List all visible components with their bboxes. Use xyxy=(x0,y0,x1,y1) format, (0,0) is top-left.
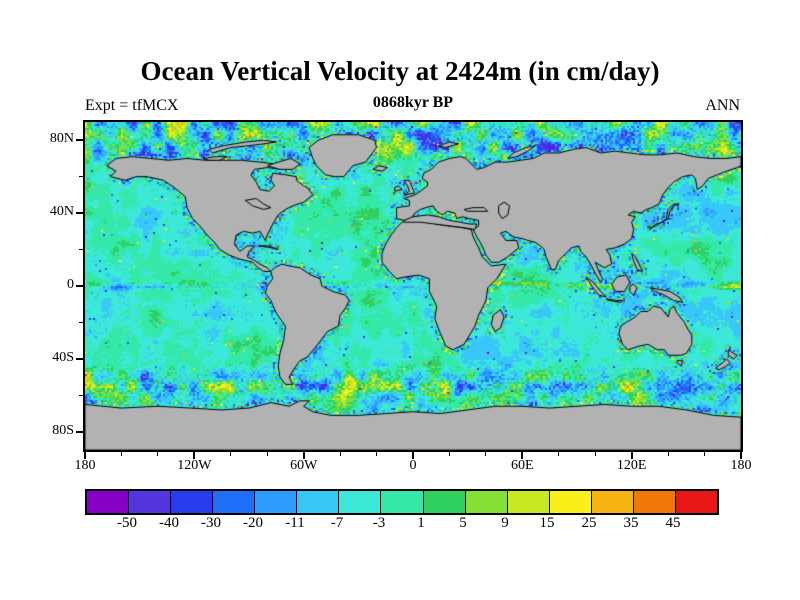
colorbar-boundary-label: 1 xyxy=(417,515,425,531)
lat-major-tick xyxy=(76,139,83,142)
lat-tick-label: 40S xyxy=(52,349,74,365)
lon-minor-tick xyxy=(120,452,122,456)
lon-minor-tick xyxy=(704,452,706,456)
lat-tick-label: 80N xyxy=(49,131,74,147)
lon-tick-label: 120W xyxy=(177,458,212,473)
colorbar-boundary-label: -11 xyxy=(285,515,305,531)
colorbar-cell xyxy=(381,491,424,513)
colorbar-cell xyxy=(87,491,130,513)
colorbar-boundary-label: -7 xyxy=(330,515,344,531)
lat-minor-tick xyxy=(79,249,83,251)
plot-subtitle: 0868kyr BP xyxy=(372,94,454,111)
colorbar-cell xyxy=(255,491,298,513)
lon-tick-label: 180 xyxy=(730,458,752,473)
colorbar-boundary-label: 35 xyxy=(623,515,639,531)
colorbar-cell xyxy=(675,491,717,513)
lat-minor-tick xyxy=(79,321,83,323)
lon-major-tick xyxy=(521,452,524,459)
colorbar-boundary-label: 15 xyxy=(539,515,555,531)
experiment-label: Expt = tfMCX xyxy=(85,97,179,114)
lon-major-tick xyxy=(412,452,414,459)
colorbar-cell xyxy=(213,491,256,513)
lat-major-tick xyxy=(76,357,83,360)
colorbar-cell xyxy=(297,491,340,513)
colorbar-boundary-label: 45 xyxy=(665,515,681,531)
lon-tick-label: 0 xyxy=(409,458,417,473)
lon-minor-tick xyxy=(230,452,232,456)
lon-major-tick xyxy=(740,452,742,459)
world-heatmap-canvas xyxy=(83,120,743,452)
lon-tick-label: 120E xyxy=(616,458,647,473)
lon-major-tick xyxy=(84,452,86,459)
lat-major-tick xyxy=(76,212,83,215)
lat-major-tick xyxy=(76,285,83,287)
lon-minor-tick xyxy=(558,452,560,456)
colorbar-boundary-label: -20 xyxy=(243,515,263,531)
lon-minor-tick xyxy=(157,452,159,456)
lat-minor-tick xyxy=(79,176,83,178)
colorbar-cell xyxy=(423,491,466,513)
colorbar-cells xyxy=(87,491,717,513)
colorbar-cell xyxy=(633,491,676,513)
season-label: ANN xyxy=(705,97,740,114)
lon-major-tick xyxy=(630,452,633,459)
lon-major-tick xyxy=(302,452,305,459)
lon-tick-label: 60W xyxy=(290,458,318,473)
colorbar xyxy=(85,489,719,515)
lat-tick-label: 40N xyxy=(49,204,74,220)
colorbar-boundary-label: -30 xyxy=(201,515,221,531)
lon-tick-label: 180 xyxy=(74,458,96,473)
colorbar-boundary-label: 5 xyxy=(459,515,467,531)
colorbar-cell xyxy=(549,491,592,513)
lon-tick-label: 60E xyxy=(511,458,534,473)
lon-minor-tick xyxy=(594,452,596,456)
lat-minor-tick xyxy=(79,394,83,396)
colorbar-cell xyxy=(171,491,214,513)
lon-minor-tick xyxy=(485,452,487,456)
colorbar-boundary-label: 9 xyxy=(501,515,509,531)
colorbar-boundary-label: -50 xyxy=(117,515,137,531)
lat-major-tick xyxy=(76,430,83,433)
lon-minor-tick xyxy=(339,452,341,456)
lat-tick-label: 0 xyxy=(67,277,74,292)
colorbar-boundary-label: -40 xyxy=(159,515,179,531)
colorbar-boundary-label: -3 xyxy=(372,515,386,531)
lon-minor-tick xyxy=(376,452,378,456)
colorbar-cell xyxy=(507,491,550,513)
colorbar-boundary-label: 25 xyxy=(581,515,597,531)
colorbar-cell xyxy=(339,491,382,513)
lon-minor-tick xyxy=(266,452,268,456)
lon-minor-tick xyxy=(448,452,450,456)
colorbar-cell xyxy=(591,491,634,513)
colorbar-cell xyxy=(465,491,508,513)
plot-title: Ocean Vertical Velocity at 2424m (in cm/… xyxy=(140,56,660,86)
lon-minor-tick xyxy=(667,452,669,456)
colorbar-cell xyxy=(129,491,172,513)
lon-major-tick xyxy=(193,452,196,459)
lat-tick-label: 80S xyxy=(52,422,74,438)
